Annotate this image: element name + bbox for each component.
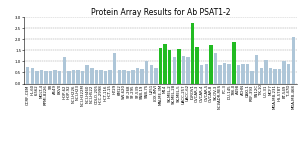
Bar bbox=[191, 23, 194, 84]
Bar bbox=[278, 69, 281, 84]
Bar bbox=[273, 69, 277, 84]
Bar bbox=[177, 49, 181, 84]
Bar bbox=[283, 61, 286, 84]
Bar bbox=[168, 50, 171, 84]
Bar bbox=[260, 68, 263, 84]
Bar bbox=[186, 57, 190, 84]
Bar bbox=[58, 71, 61, 84]
Bar bbox=[72, 70, 75, 84]
Bar bbox=[250, 71, 254, 84]
Title: Protein Array Results for Ab PSAT1-2: Protein Array Results for Ab PSAT1-2 bbox=[91, 8, 230, 17]
Bar bbox=[209, 45, 213, 84]
Bar bbox=[172, 57, 176, 84]
Bar bbox=[223, 63, 226, 84]
Bar bbox=[241, 64, 245, 84]
Bar bbox=[90, 68, 94, 84]
Bar bbox=[200, 65, 203, 84]
Bar bbox=[195, 47, 199, 84]
Bar bbox=[63, 57, 66, 84]
Bar bbox=[49, 71, 52, 84]
Bar bbox=[127, 71, 130, 84]
Bar bbox=[85, 65, 89, 84]
Bar bbox=[205, 64, 208, 84]
Bar bbox=[113, 53, 116, 84]
Bar bbox=[118, 70, 121, 84]
Bar bbox=[131, 70, 135, 84]
Bar bbox=[99, 70, 103, 84]
Bar bbox=[246, 64, 249, 84]
Bar bbox=[26, 67, 29, 84]
Bar bbox=[164, 44, 167, 84]
Bar bbox=[140, 69, 144, 84]
Bar bbox=[44, 71, 48, 84]
Bar bbox=[287, 64, 290, 84]
Bar bbox=[269, 68, 272, 84]
Bar bbox=[136, 68, 139, 84]
Bar bbox=[31, 68, 34, 84]
Bar bbox=[182, 56, 185, 84]
Bar bbox=[108, 70, 112, 84]
Bar bbox=[145, 61, 148, 84]
Bar bbox=[264, 60, 268, 84]
Bar bbox=[40, 70, 43, 84]
Bar bbox=[76, 70, 80, 84]
Bar bbox=[214, 53, 217, 84]
Bar bbox=[67, 71, 70, 84]
Bar bbox=[35, 71, 38, 84]
Bar bbox=[53, 70, 57, 84]
Bar bbox=[237, 65, 240, 84]
Bar bbox=[255, 55, 258, 84]
Bar bbox=[292, 37, 295, 84]
Bar bbox=[218, 65, 222, 84]
Bar bbox=[154, 68, 158, 84]
Bar bbox=[227, 64, 231, 84]
Bar bbox=[122, 70, 126, 84]
Bar bbox=[150, 65, 153, 84]
Bar bbox=[95, 70, 98, 84]
Bar bbox=[159, 48, 162, 84]
Bar bbox=[232, 42, 236, 84]
Bar bbox=[81, 71, 84, 84]
Bar bbox=[104, 71, 107, 84]
